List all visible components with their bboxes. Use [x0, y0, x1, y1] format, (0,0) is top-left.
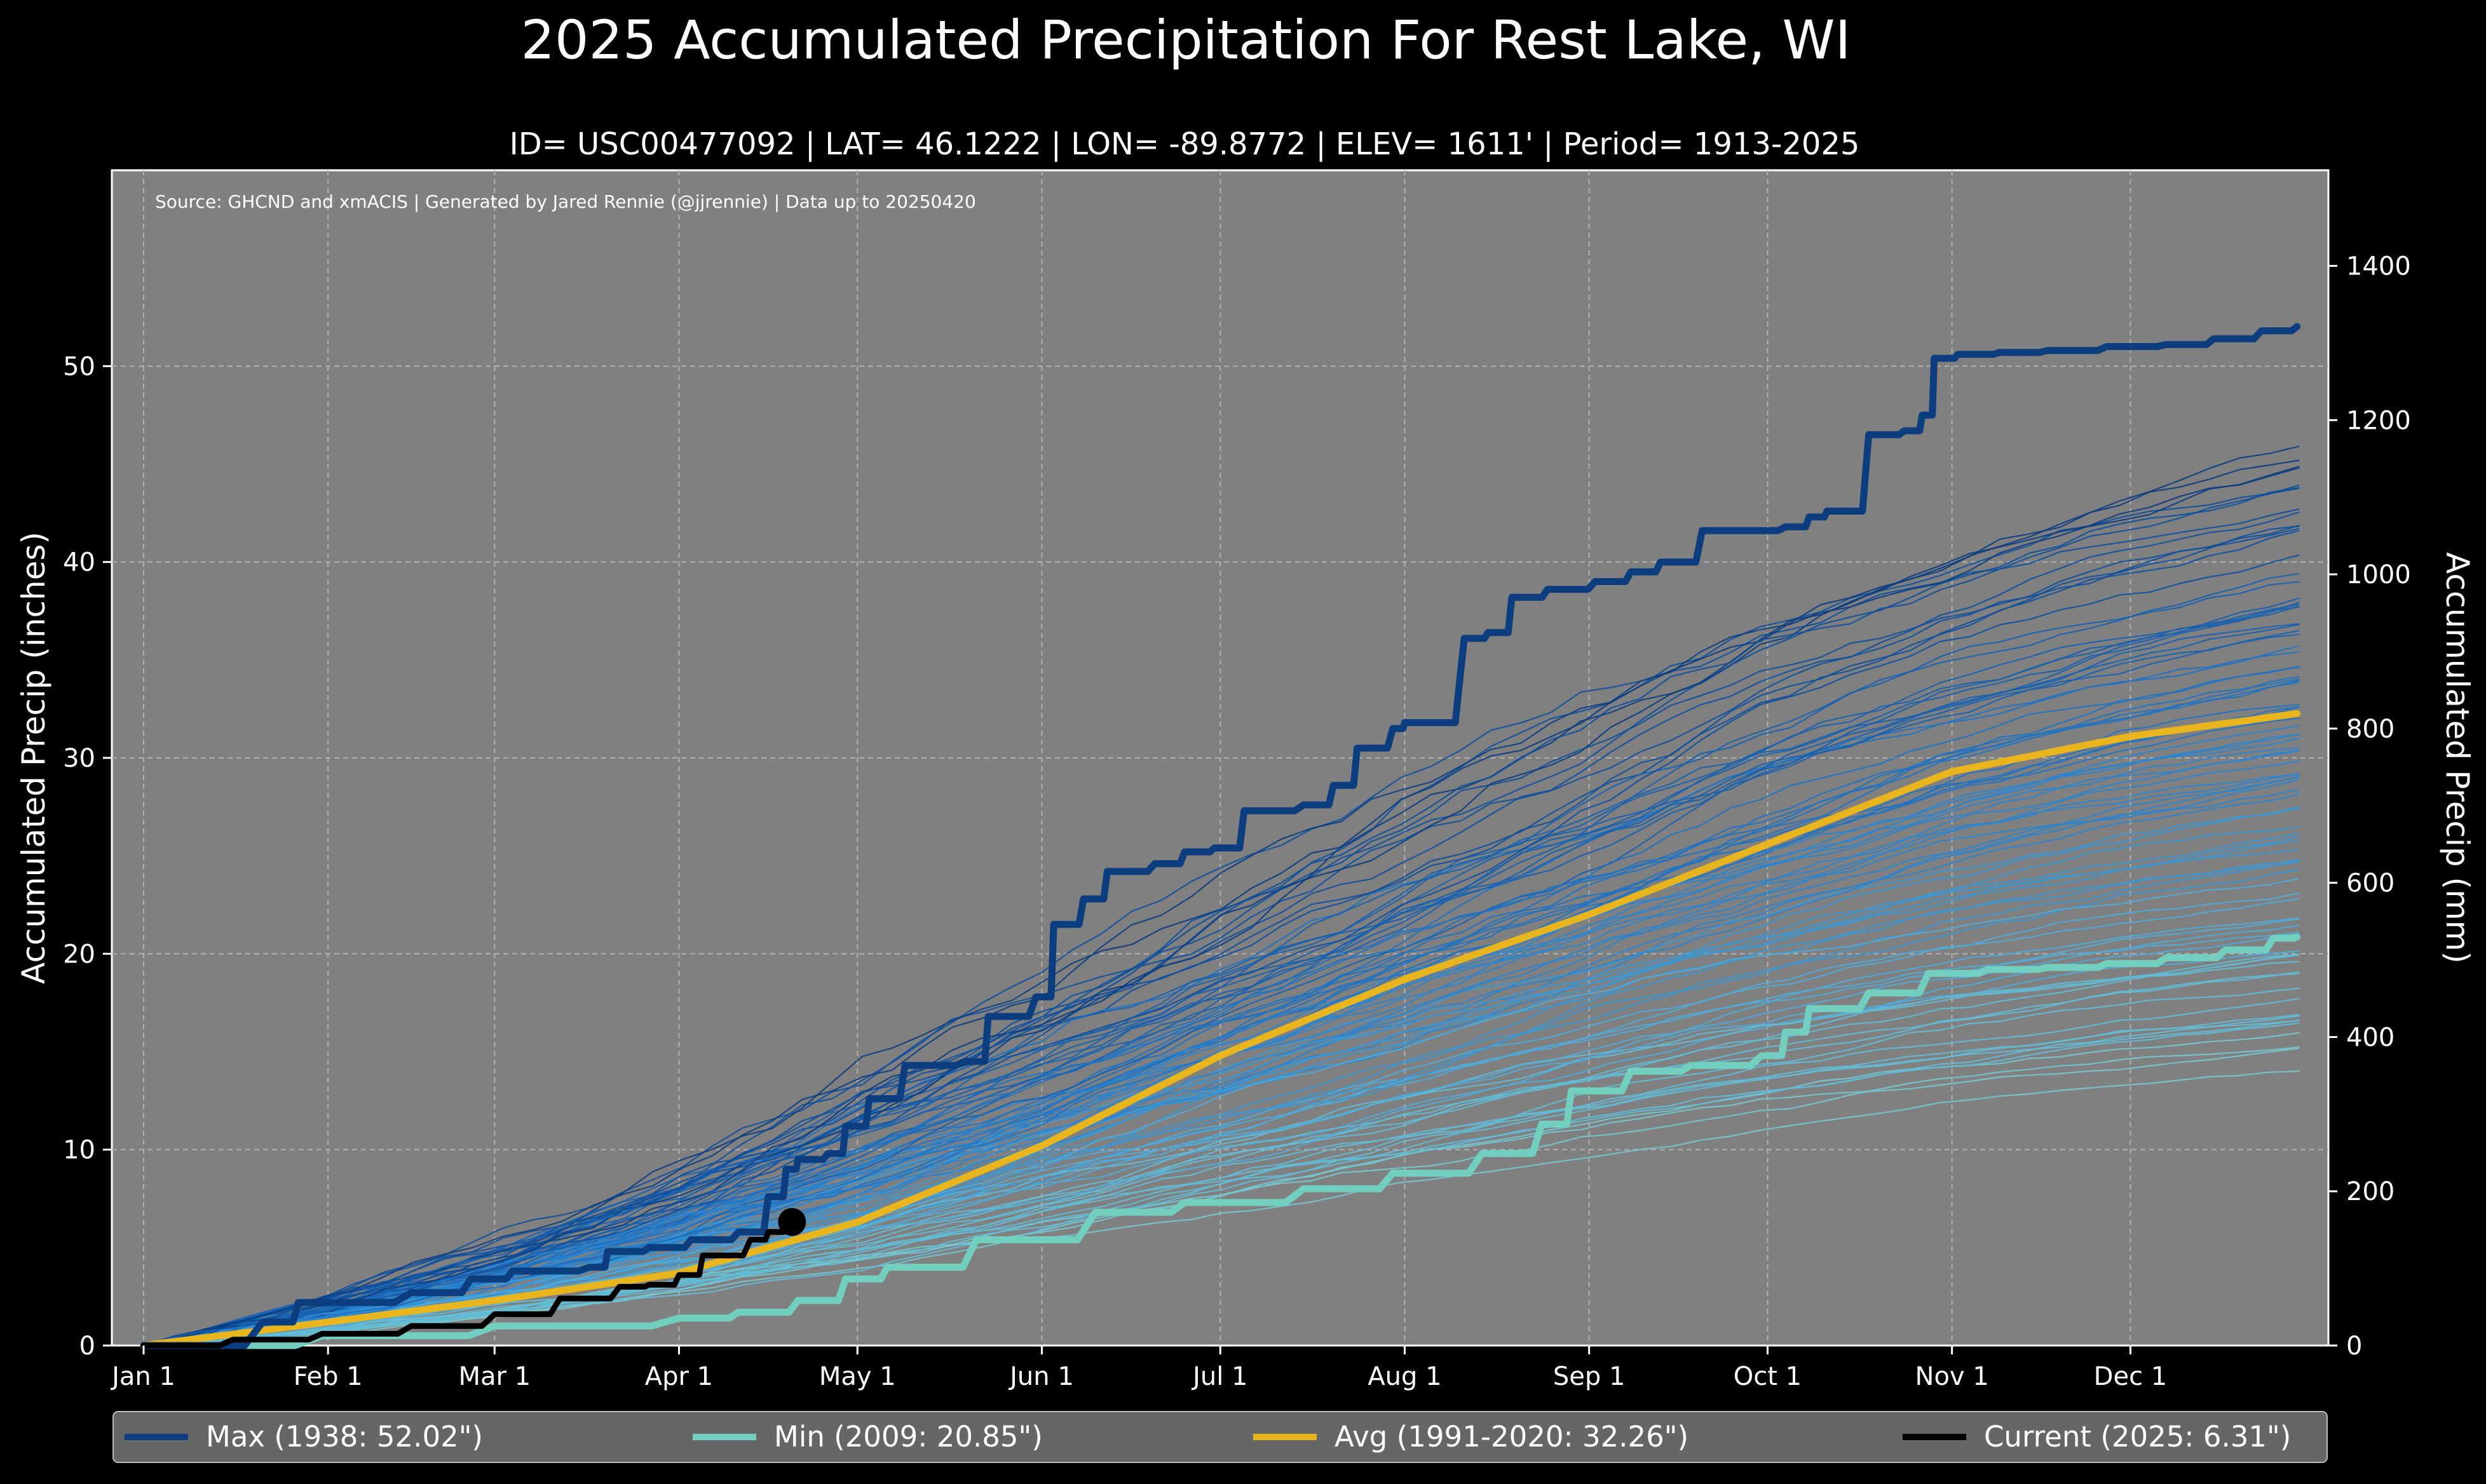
historical-year-line	[143, 508, 2300, 1347]
chart-subtitle: ID= USC00477092 | LAT= 46.1222 | LON= -8…	[510, 126, 1860, 162]
y-tick-label: 0	[79, 1332, 95, 1361]
legend-label-current: Current (2025: 6.31")	[1984, 1420, 2291, 1454]
historical-year-line	[143, 954, 2300, 1347]
historical-year-line	[143, 630, 2300, 1347]
legend-label-avg: Avg (1991-2020: 32.26")	[1335, 1420, 1688, 1454]
historical-year-line	[143, 676, 2300, 1347]
y-tick-label: 30	[63, 744, 95, 773]
y-tick-label: 20	[63, 940, 95, 969]
historical-year-line	[143, 525, 2300, 1347]
historical-year-line	[143, 623, 2300, 1347]
y-right-tick-label: 1200	[2346, 406, 2411, 435]
y-right-tick-label: 1000	[2346, 560, 2411, 590]
y-right-tick-label: 800	[2346, 715, 2394, 744]
x-tick-label: Nov 1	[1915, 1362, 1989, 1391]
x-tick-label: Apr 1	[645, 1362, 713, 1391]
historical-year-line	[143, 1014, 2300, 1347]
y-axis-left-ticks: 0 10 20 30 40 50	[63, 352, 112, 1361]
x-tick-label: Mar 1	[458, 1362, 531, 1391]
y-tick-label: 40	[63, 548, 95, 577]
historical-year-line	[143, 467, 2300, 1347]
x-tick-label: Sep 1	[1553, 1362, 1626, 1391]
series-line-max	[140, 323, 2301, 1349]
historical-year-line	[143, 679, 2300, 1347]
historical-year-line	[143, 826, 2300, 1347]
y-axis-right-ticks: 0 200 400 600 800 1000 1200 1400	[2328, 252, 2411, 1361]
x-tick-label: Dec 1	[2094, 1362, 2168, 1391]
historical-year-line	[143, 997, 2300, 1347]
historical-year-line	[143, 602, 2300, 1347]
source-note: Source: GHCND and xmACIS | Generated by …	[155, 191, 976, 212]
x-tick-label: Jul 1	[1191, 1362, 1247, 1391]
historical-year-line	[143, 760, 2300, 1347]
y-tick-label: 10	[63, 1136, 95, 1165]
x-axis-ticks: Jan 1 Feb 1 Mar 1 Apr 1 May 1 Jun 1 Jul 1 Aug 1…	[110, 1346, 2167, 1391]
historical-year-line	[143, 623, 2300, 1347]
x-tick-label: Jan 1	[110, 1362, 175, 1391]
historical-year-line	[143, 605, 2300, 1347]
legend-label-max: Max (1938: 52.02")	[206, 1420, 483, 1454]
historical-year-line	[143, 554, 2300, 1347]
series-line-current	[140, 1218, 795, 1349]
chart-title: 2025 Accumulated Precipitation For Rest …	[521, 9, 1851, 71]
x-tick-label: Oct 1	[1734, 1362, 1802, 1391]
legend-box	[112, 1411, 2328, 1463]
x-tick-label: Aug 1	[1368, 1362, 1441, 1391]
y-right-tick-label: 200	[2346, 1177, 2394, 1206]
legend: Max (1938: 52.02") Min (2009: 20.85") Av…	[112, 1411, 2328, 1463]
series-line-avg	[140, 710, 2301, 1349]
legend-label-min: Min (2009: 20.85")	[774, 1420, 1043, 1454]
historical-year-line	[143, 527, 2300, 1347]
y-right-tick-label: 1400	[2346, 252, 2411, 281]
x-tick-label: Feb 1	[294, 1362, 363, 1391]
y-tick-label: 50	[63, 352, 95, 381]
historical-year-line	[143, 924, 2300, 1347]
historical-year-line	[143, 633, 2300, 1347]
series-layer	[140, 323, 2301, 1349]
y-axis-right-label: Accumulated Precip (mm)	[2439, 552, 2476, 964]
historical-year-line	[143, 445, 2300, 1347]
current-day-marker	[778, 1208, 806, 1236]
series-line-min	[140, 933, 2301, 1349]
historical-year-line	[143, 877, 2300, 1347]
historical-year-line	[143, 849, 2300, 1347]
y-axis-left-label: Accumulated Precip (inches)	[15, 532, 52, 984]
x-tick-label: May 1	[819, 1362, 896, 1391]
y-right-tick-label: 400	[2346, 1023, 2394, 1052]
y-right-tick-label: 600	[2346, 869, 2394, 898]
y-right-tick-label: 0	[2346, 1332, 2362, 1361]
x-tick-label: Jun 1	[1008, 1362, 1074, 1391]
